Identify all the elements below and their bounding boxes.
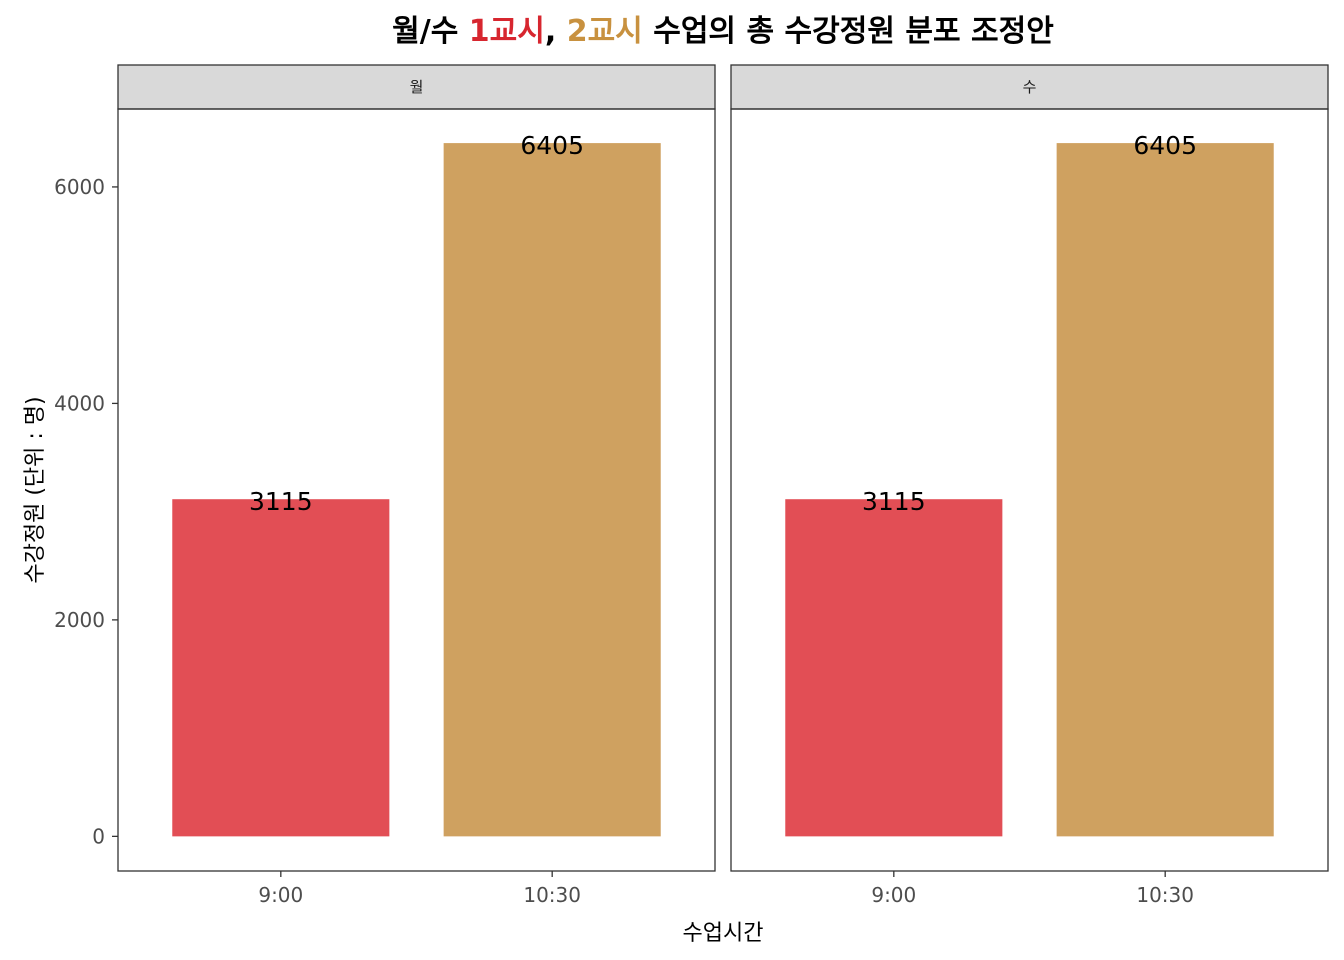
- facet-0: 월 3115 9:00 6405 10:30: [117, 64, 716, 907]
- title-part: 수업의 총 수강정원 분포 조정안: [643, 14, 1054, 49]
- facet-strip-label: 수: [1023, 78, 1037, 96]
- bar: [443, 143, 661, 837]
- x-tick-label: 10:30: [1136, 883, 1194, 907]
- facet-1: 수 3115 9:00 6405 10:30: [730, 64, 1329, 907]
- title-part: ,: [545, 14, 567, 49]
- x-tick-label: 9:00: [871, 883, 916, 907]
- bar: [172, 499, 390, 837]
- y-tick-label: 2000: [54, 608, 105, 632]
- x-tick-label: 10:30: [523, 883, 581, 907]
- y-axis: 0 2000 4000 6000: [54, 175, 118, 848]
- x-axis-title: 수업시간: [683, 921, 764, 946]
- panel-border: [117, 108, 716, 872]
- bar-value-label: 3115: [249, 487, 313, 516]
- y-tick-label: 6000: [54, 175, 105, 199]
- bar: [785, 499, 1003, 837]
- chart-title: 월/수 1교시, 2교시 수업의 총 수강정원 분포 조정안: [392, 14, 1054, 49]
- title-part: 월/수: [392, 14, 469, 49]
- panel-border: [730, 108, 1329, 872]
- y-tick-label: 0: [92, 824, 105, 848]
- x-tick-label: 9:00: [258, 883, 303, 907]
- y-tick-label: 4000: [54, 391, 105, 415]
- facet-panels: 월 3115 9:00 6405 10:30 수 3115 9:00 6405 10:30: [117, 64, 1329, 907]
- bar-value-label: 6405: [520, 131, 584, 160]
- bar-value-label: 3115: [862, 487, 926, 516]
- bar: [1056, 143, 1274, 837]
- title-part: 1교시: [469, 14, 545, 49]
- facet-strip: [117, 64, 716, 110]
- bar-value-label: 6405: [1133, 131, 1197, 160]
- y-axis-title: 수강정원 (단위 : 명): [23, 396, 48, 583]
- title-part: 2교시: [567, 14, 643, 49]
- facet-strip-label: 월: [410, 78, 424, 96]
- facet-strip: [730, 64, 1329, 110]
